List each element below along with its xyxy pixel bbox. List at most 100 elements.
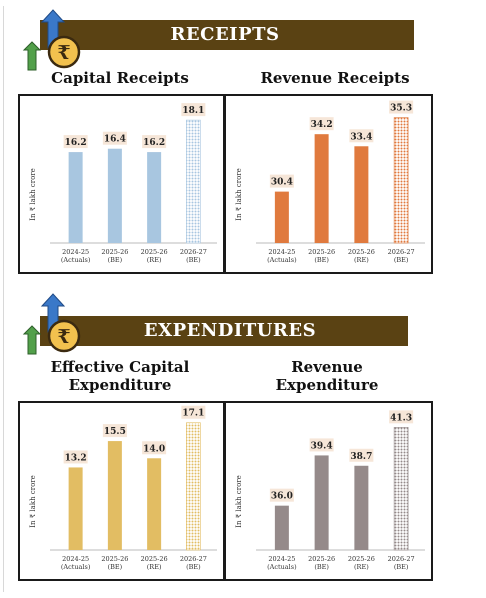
data-label-background [309, 438, 334, 452]
x-tick-label: (RE) [147, 563, 162, 571]
data-label: 13.2 [65, 453, 87, 463]
x-tick-label: 2025-26 [101, 555, 128, 563]
expenditures-banner-title: EXPENDITURES [143, 320, 317, 341]
x-tick-label: (BE) [314, 256, 329, 264]
x-tick-label: (Actuals) [61, 563, 91, 571]
x-tick-label: 2026-27 [180, 555, 207, 563]
x-tick-label: (RE) [147, 256, 162, 264]
data-label-background [269, 488, 294, 502]
data-label-background [102, 424, 127, 438]
arrow-up-icon [40, 9, 66, 49]
bar [147, 458, 162, 550]
x-tick-label: (BE) [108, 563, 123, 571]
x-tick-label: 2026-27 [388, 555, 415, 563]
revenue-receipts-chart: In ₹ lakh crore 30.4 2024-25(Actuals) 34.2 2… [235, 100, 425, 264]
bar [274, 191, 289, 243]
chart-panel-capital-receipts: In ₹ lakh crore 16.2 2024-25 (Actuals) 16.4 2… [18, 94, 225, 274]
x-tick-label: 2025-26 [141, 555, 168, 563]
page-edge-rule [3, 6, 4, 592]
data-label-background [349, 129, 374, 143]
x-tick-label: 2024-25 [268, 248, 295, 256]
rupee-arrows-logo-receipts: ₹ [22, 9, 81, 71]
bar [107, 148, 122, 243]
data-label-background [181, 405, 206, 419]
y-axis-label: In ₹ lakh crore [235, 475, 243, 528]
x-tick-label: (BE) [394, 256, 409, 264]
bar [314, 455, 329, 550]
y-axis-label: In ₹ lakh crore [235, 168, 243, 221]
x-tick-label: 2025-26 [308, 555, 335, 563]
data-label-background [102, 131, 127, 145]
data-label: 18.1 [182, 106, 204, 116]
data-label-background [142, 135, 167, 149]
x-tick-label: (BE) [108, 256, 123, 264]
chart-title-capital-receipts: Capital Receipts [51, 69, 189, 87]
bar [186, 119, 201, 244]
x-tick-label: 2024-25 [62, 248, 89, 256]
bar [393, 427, 409, 551]
y-axis-label: In ₹ lakh crore [29, 168, 37, 221]
x-tick-label: 2025-26 [348, 248, 375, 256]
x-tick-label: (BE) [186, 256, 201, 264]
arrow-up-icon [22, 41, 42, 71]
data-label-background [181, 103, 206, 117]
bar [354, 146, 369, 243]
x-tick-label: (BE) [314, 563, 329, 571]
bar [107, 441, 122, 550]
x-tick-label: 2025-26 [101, 248, 128, 256]
bar [393, 117, 409, 244]
receipts-banner [40, 20, 414, 50]
chart-panel-effective-capital-expenditure: In ₹ lakh crore 13.2 2024-25 (Actuals) 15.5 2… [18, 401, 225, 581]
data-label-background [63, 450, 88, 464]
chart-panel-revenue-expenditure: In ₹ lakh crore 36.0 2024-25 (Actuals) 39.4 2… [224, 401, 433, 581]
data-label: 16.2 [143, 138, 165, 148]
bar [354, 465, 369, 550]
x-tick-label: 2025-26 [308, 248, 335, 256]
data-label: 14.0 [143, 444, 165, 454]
data-label-background [349, 448, 374, 462]
data-label: 35.3 [390, 104, 412, 114]
y-axis-label: In ₹ lakh crore [29, 475, 37, 528]
x-tick-label: 2025-26 [141, 248, 168, 256]
data-label-background [389, 410, 414, 424]
x-tick-label: (RE) [354, 256, 369, 264]
data-label-background [269, 174, 294, 188]
x-tick-label: (BE) [394, 563, 409, 571]
x-tick-label: 2024-25 [268, 555, 295, 563]
data-label-background [389, 100, 414, 114]
data-label: 39.4 [311, 441, 333, 451]
x-tick-label: (BE) [186, 563, 201, 571]
bar [186, 422, 201, 551]
data-label: 38.7 [350, 452, 372, 462]
bar [68, 467, 83, 550]
svg-text:₹: ₹ [57, 42, 70, 64]
chart-panel-revenue-receipts: In ₹ lakh crore 30.4 2024-25 (Actuals) 34.2 2… [224, 94, 433, 274]
data-label-background [63, 135, 88, 149]
chart-title-revenue-expenditure: Revenue Expenditure [275, 358, 379, 394]
bar [147, 152, 162, 243]
chart-title-effective-capital-expenditure: Effective Capital Expenditure [50, 358, 190, 394]
x-tick-label: 2025-26 [348, 555, 375, 563]
data-label: 17.1 [182, 409, 204, 419]
data-label: 30.4 [271, 178, 293, 188]
data-label: 15.5 [104, 427, 126, 437]
capital-receipts-chart: In ₹ lakh crore 16.2 2024-25(Actuals) 16.4 2… [29, 103, 217, 264]
rupee-arrows-logo-expenditures: ₹ [22, 293, 81, 355]
data-label: 16.4 [104, 135, 126, 145]
chart-title-revenue-receipts: Revenue Receipts [260, 69, 410, 87]
data-label-background [309, 117, 334, 131]
revenue-expenditure-chart: In ₹ lakh crore 36.0 2024-25(Actuals) 39.4 2… [235, 410, 425, 571]
rupee-coin-icon [47, 319, 81, 353]
data-label: 36.0 [271, 492, 293, 502]
effective-capital-expenditure-chart: In ₹ lakh crore 13.2 2024-25(Actuals) 15.5 2… [29, 405, 217, 571]
data-label: 34.2 [311, 120, 333, 130]
receipts-banner-title: RECEIPTS [170, 24, 280, 45]
bar [68, 152, 83, 243]
x-tick-label: (RE) [354, 563, 369, 571]
data-label-background [142, 441, 167, 455]
x-tick-label: (Actuals) [61, 256, 91, 264]
x-tick-label: (Actuals) [267, 256, 297, 264]
arrow-up-icon [22, 325, 42, 355]
bar [274, 505, 289, 550]
